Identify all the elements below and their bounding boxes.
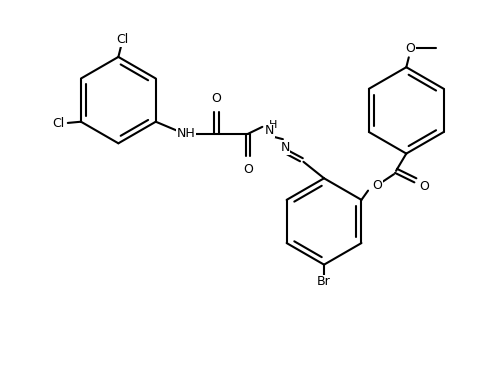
Text: Cl: Cl <box>116 33 128 46</box>
Text: Br: Br <box>317 275 331 288</box>
Text: O: O <box>420 181 430 194</box>
Text: NH: NH <box>176 127 195 140</box>
Text: O: O <box>372 179 382 192</box>
Text: Cl: Cl <box>52 117 64 130</box>
Text: N: N <box>265 125 274 138</box>
Text: N: N <box>280 141 289 154</box>
Text: H: H <box>269 120 277 130</box>
Text: O: O <box>243 163 253 176</box>
Text: O: O <box>212 91 221 104</box>
Text: O: O <box>406 42 415 55</box>
